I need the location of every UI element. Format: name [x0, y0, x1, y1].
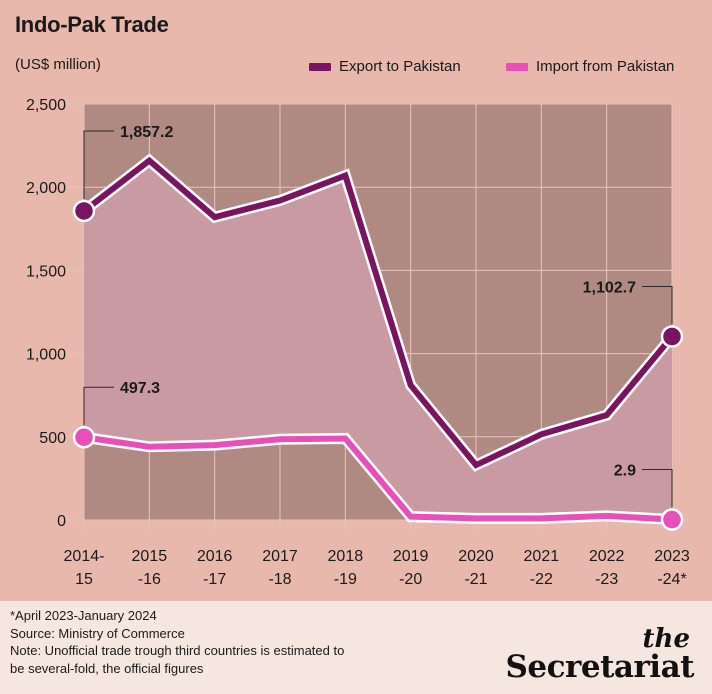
series-line-1: [83, 434, 673, 523]
x-tick-label: 2020: [458, 548, 494, 565]
x-tick-label: 2018: [328, 548, 364, 565]
x-tick-label: -21: [464, 571, 487, 588]
y-tick-label: 1,000: [26, 347, 66, 364]
x-tick-label: 2022: [589, 548, 625, 565]
data-label: 2.9: [614, 463, 636, 480]
annotation-leader: [83, 130, 114, 199]
x-tick-label: 2016: [197, 548, 233, 565]
endpoint-marker: [72, 425, 96, 449]
legend-label-export: Export to Pakistan: [339, 58, 461, 75]
x-tick-label: 2023: [654, 548, 690, 565]
x-tick-label: 2019: [393, 548, 429, 565]
x-tick-label: -16: [138, 571, 161, 588]
brand-logo: the Secretariat: [505, 624, 695, 685]
y-axis: 0 500 1,000 1,500 2,000 2,500: [26, 97, 66, 530]
y-tick-label: 0: [57, 513, 66, 530]
export-swatch: [309, 62, 331, 71]
endpoint-marker: [660, 325, 684, 348]
annotation-leader: [642, 286, 673, 325]
annotation-leader: [642, 469, 673, 508]
x-tick-label: -23: [595, 571, 618, 588]
x-axis: 2014- 15 2015 -16 2016 -17 2017 -18 2018 -19 2019 -…: [64, 548, 690, 588]
data-label: 1,857.2: [120, 124, 173, 141]
series-layer: [80, 153, 677, 526]
footnote-period: *April 2023-January 2024: [10, 608, 157, 623]
export-area-fill: [84, 160, 672, 520]
x-tick-label: -18: [268, 571, 291, 588]
unit-label: (US$ million): [15, 56, 101, 73]
x-tick-label: 2015: [132, 548, 168, 565]
brand-name: Secretariat: [505, 649, 695, 685]
y-tick-label: 500: [39, 430, 66, 447]
x-tick-label: -22: [530, 571, 553, 588]
legend-item-import: Import from Pakistan: [506, 58, 674, 75]
annotation-leader: [83, 386, 114, 426]
series-line-0: [82, 156, 675, 469]
import-swatch: [506, 62, 528, 71]
data-label: 1,102.7: [583, 280, 636, 297]
x-tick-label: 2014-: [64, 548, 105, 565]
x-tick-label: 15: [75, 571, 93, 588]
x-tick-label: -17: [203, 571, 226, 588]
data-label: 497.3: [120, 380, 160, 397]
footer: [0, 601, 712, 694]
footnote-source: Source: Ministry of Commerce: [10, 625, 185, 641]
y-tick-label: 2,000: [26, 180, 66, 197]
legend-item-export: Export to Pakistan: [309, 58, 461, 75]
x-tick-label: -20: [399, 571, 422, 588]
legend-label-import: Import from Pakistan: [536, 58, 675, 75]
annotations: 1,857.2 1,102.7 497.3 2.9: [72, 124, 684, 531]
x-tick-label: -19: [334, 571, 357, 588]
y-tick-label: 1,500: [26, 263, 66, 280]
x-tick-label: 2021: [524, 548, 560, 565]
footnote-note-line1: Note: Unofficial trade trough third coun…: [10, 643, 345, 658]
endpoint-marker: [72, 199, 96, 223]
x-tick-label: 2017: [262, 548, 298, 565]
footer-notes: *April 2023-January 2024 Source: Ministr…: [10, 607, 344, 677]
brand-the: the: [642, 624, 690, 654]
y-tick-label: 2,500: [26, 97, 66, 114]
x-tick-label: -24*: [657, 571, 686, 588]
chart-title: Indo-Pak Trade: [15, 12, 169, 37]
footnote-note-line2: be several-fold, the official figures: [10, 660, 204, 676]
endpoint-marker: [660, 508, 684, 531]
